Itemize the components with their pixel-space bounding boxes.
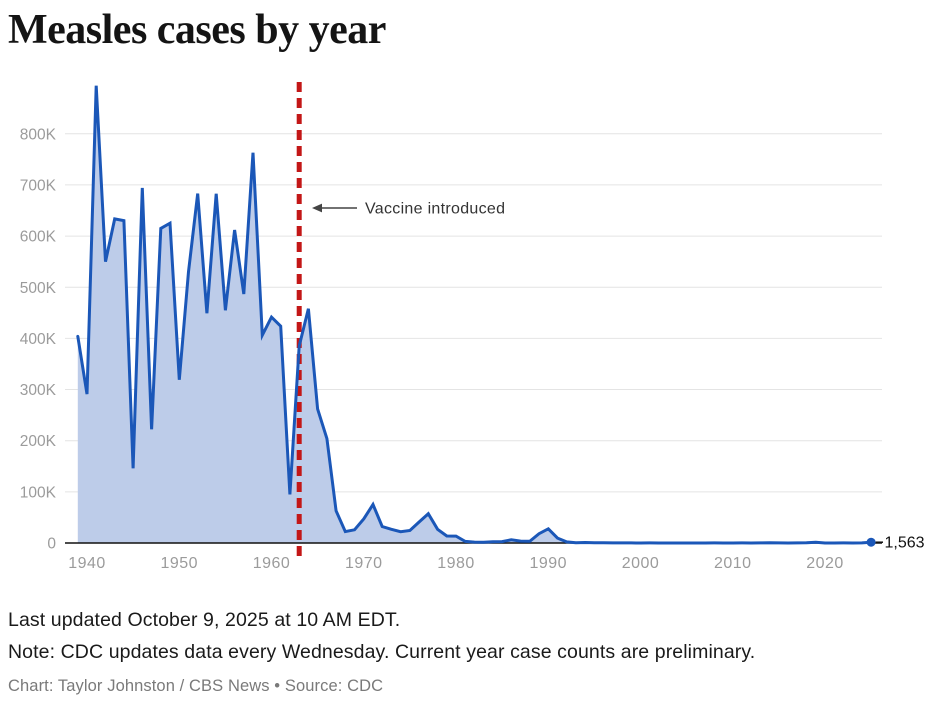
y-axis-tick-label: 400K (20, 331, 57, 348)
credit-source-text: Chart: Taylor Johnston / CBS News • Sour… (8, 677, 384, 695)
y-axis-tick-label: 700K (20, 177, 57, 194)
page-title: Measles cases by year (8, 7, 386, 53)
note-text: Note: CDC updates data every Wednesday. … (8, 641, 756, 663)
x-axis-tick-label: 2010 (714, 555, 752, 572)
end-point-dot (866, 537, 876, 547)
vaccine-annotation-label: Vaccine introduced (365, 201, 505, 218)
measles-area-chart: 0 100K 200K 300K 400K 500K 600K 700K 800K 1940 195… (20, 82, 925, 572)
area-fill (77, 85, 872, 543)
x-axis-tick-label: 1980 (437, 555, 475, 572)
x-axis-tick-label: 2020 (806, 555, 844, 572)
y-axis-tick-label: 100K (20, 484, 57, 501)
x-axis-tick-label: 2000 (622, 555, 660, 572)
cases-line (76, 85, 873, 545)
y-axis-tick-label: 0 (47, 536, 56, 553)
x-axis-tick-label: 1940 (68, 555, 106, 572)
annotation-arrow-head (312, 203, 322, 213)
x-axis-tick-label: 1950 (160, 555, 198, 572)
y-axis-tick-label: 500K (20, 280, 57, 297)
x-axis-tick-label: 1990 (529, 555, 567, 572)
end-point-value-label: 1,563 (885, 535, 925, 552)
y-axis-tick-label: 600K (20, 229, 57, 246)
y-axis-tick-label: 800K (20, 126, 57, 143)
x-axis-tick-label: 1970 (345, 555, 383, 572)
y-axis-tick-label: 300K (20, 382, 57, 399)
x-axis-tick-label: 1960 (253, 555, 291, 572)
last-updated-text: Last updated October 9, 2025 at 10 AM ED… (8, 609, 401, 631)
y-axis-tick-label: 200K (20, 433, 57, 450)
